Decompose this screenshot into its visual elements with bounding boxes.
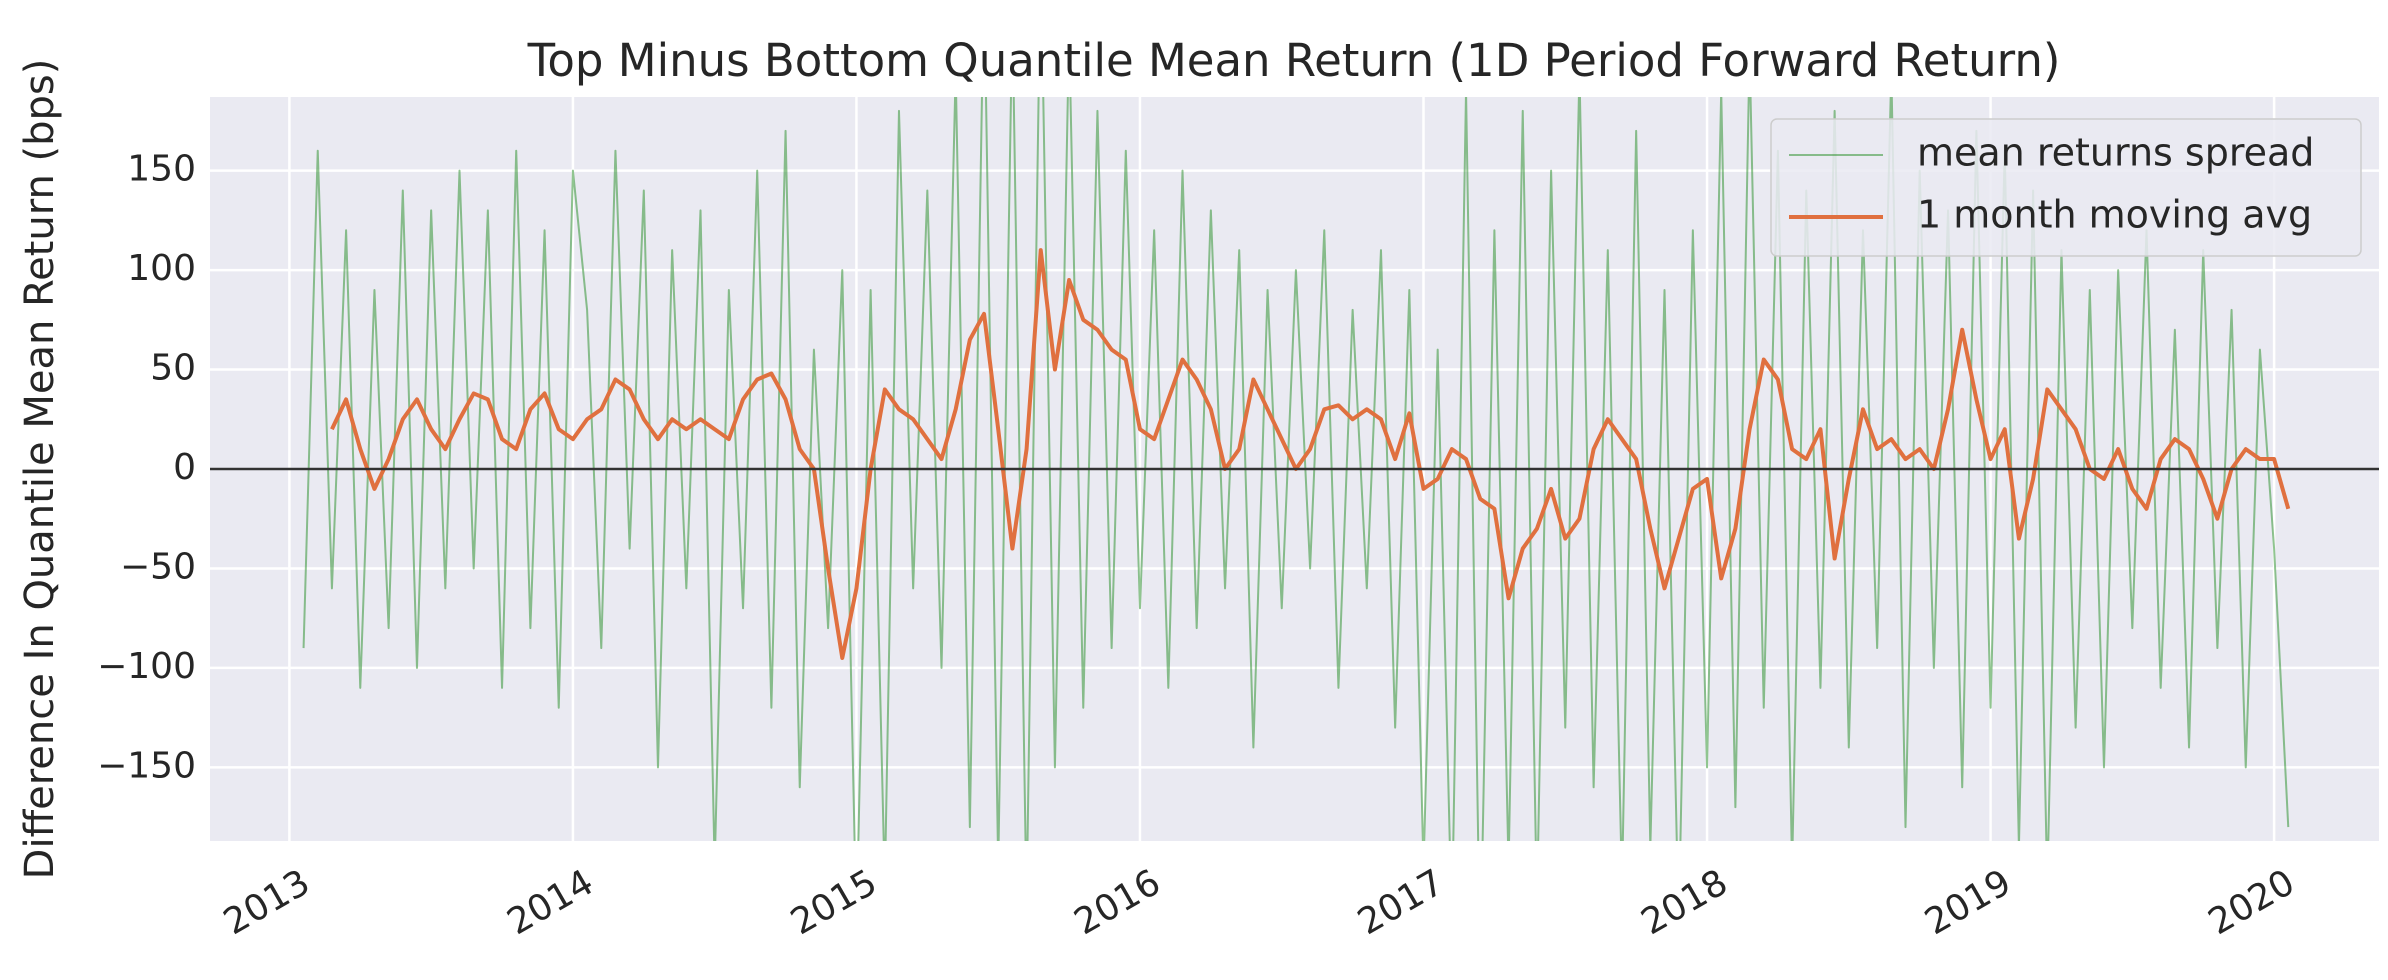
series-line (330, 248, 2291, 660)
legend-label: mean returns spread (1917, 131, 2314, 175)
chart-title: Top Minus Bottom Quantile Mean Return (1… (527, 34, 2061, 87)
y-tick-label: −50 (120, 546, 196, 587)
marks (210, 97, 2379, 841)
legend-box (1770, 118, 2362, 257)
x-tick-label: 2017 (1351, 862, 1451, 943)
y-tick-label: 100 (127, 248, 196, 289)
series-line (302, 97, 2290, 841)
y-axis-label: Difference In Quantile Mean Return (bps) (17, 59, 63, 880)
x-tick-label: 2016 (1068, 862, 1168, 943)
x-tick-label: 2018 (1635, 862, 1735, 943)
x-tick-label: 2015 (784, 862, 884, 943)
y-tick-label: 50 (150, 348, 196, 389)
x-tick-label: 2020 (2202, 862, 2302, 943)
y-tick-label: 150 (127, 149, 196, 190)
y-tick-label: 0 (173, 447, 196, 488)
legend: mean returns spread 1 month moving avg (1770, 118, 2362, 257)
legend-label: 1 month moving avg (1917, 193, 2312, 237)
x-tick-label: 2019 (1918, 862, 2018, 943)
y-tick-label: −100 (97, 646, 196, 687)
x-tick-label: 2014 (501, 862, 601, 943)
x-tick-label: 2013 (217, 862, 317, 943)
y-tick-label: −150 (97, 745, 196, 786)
